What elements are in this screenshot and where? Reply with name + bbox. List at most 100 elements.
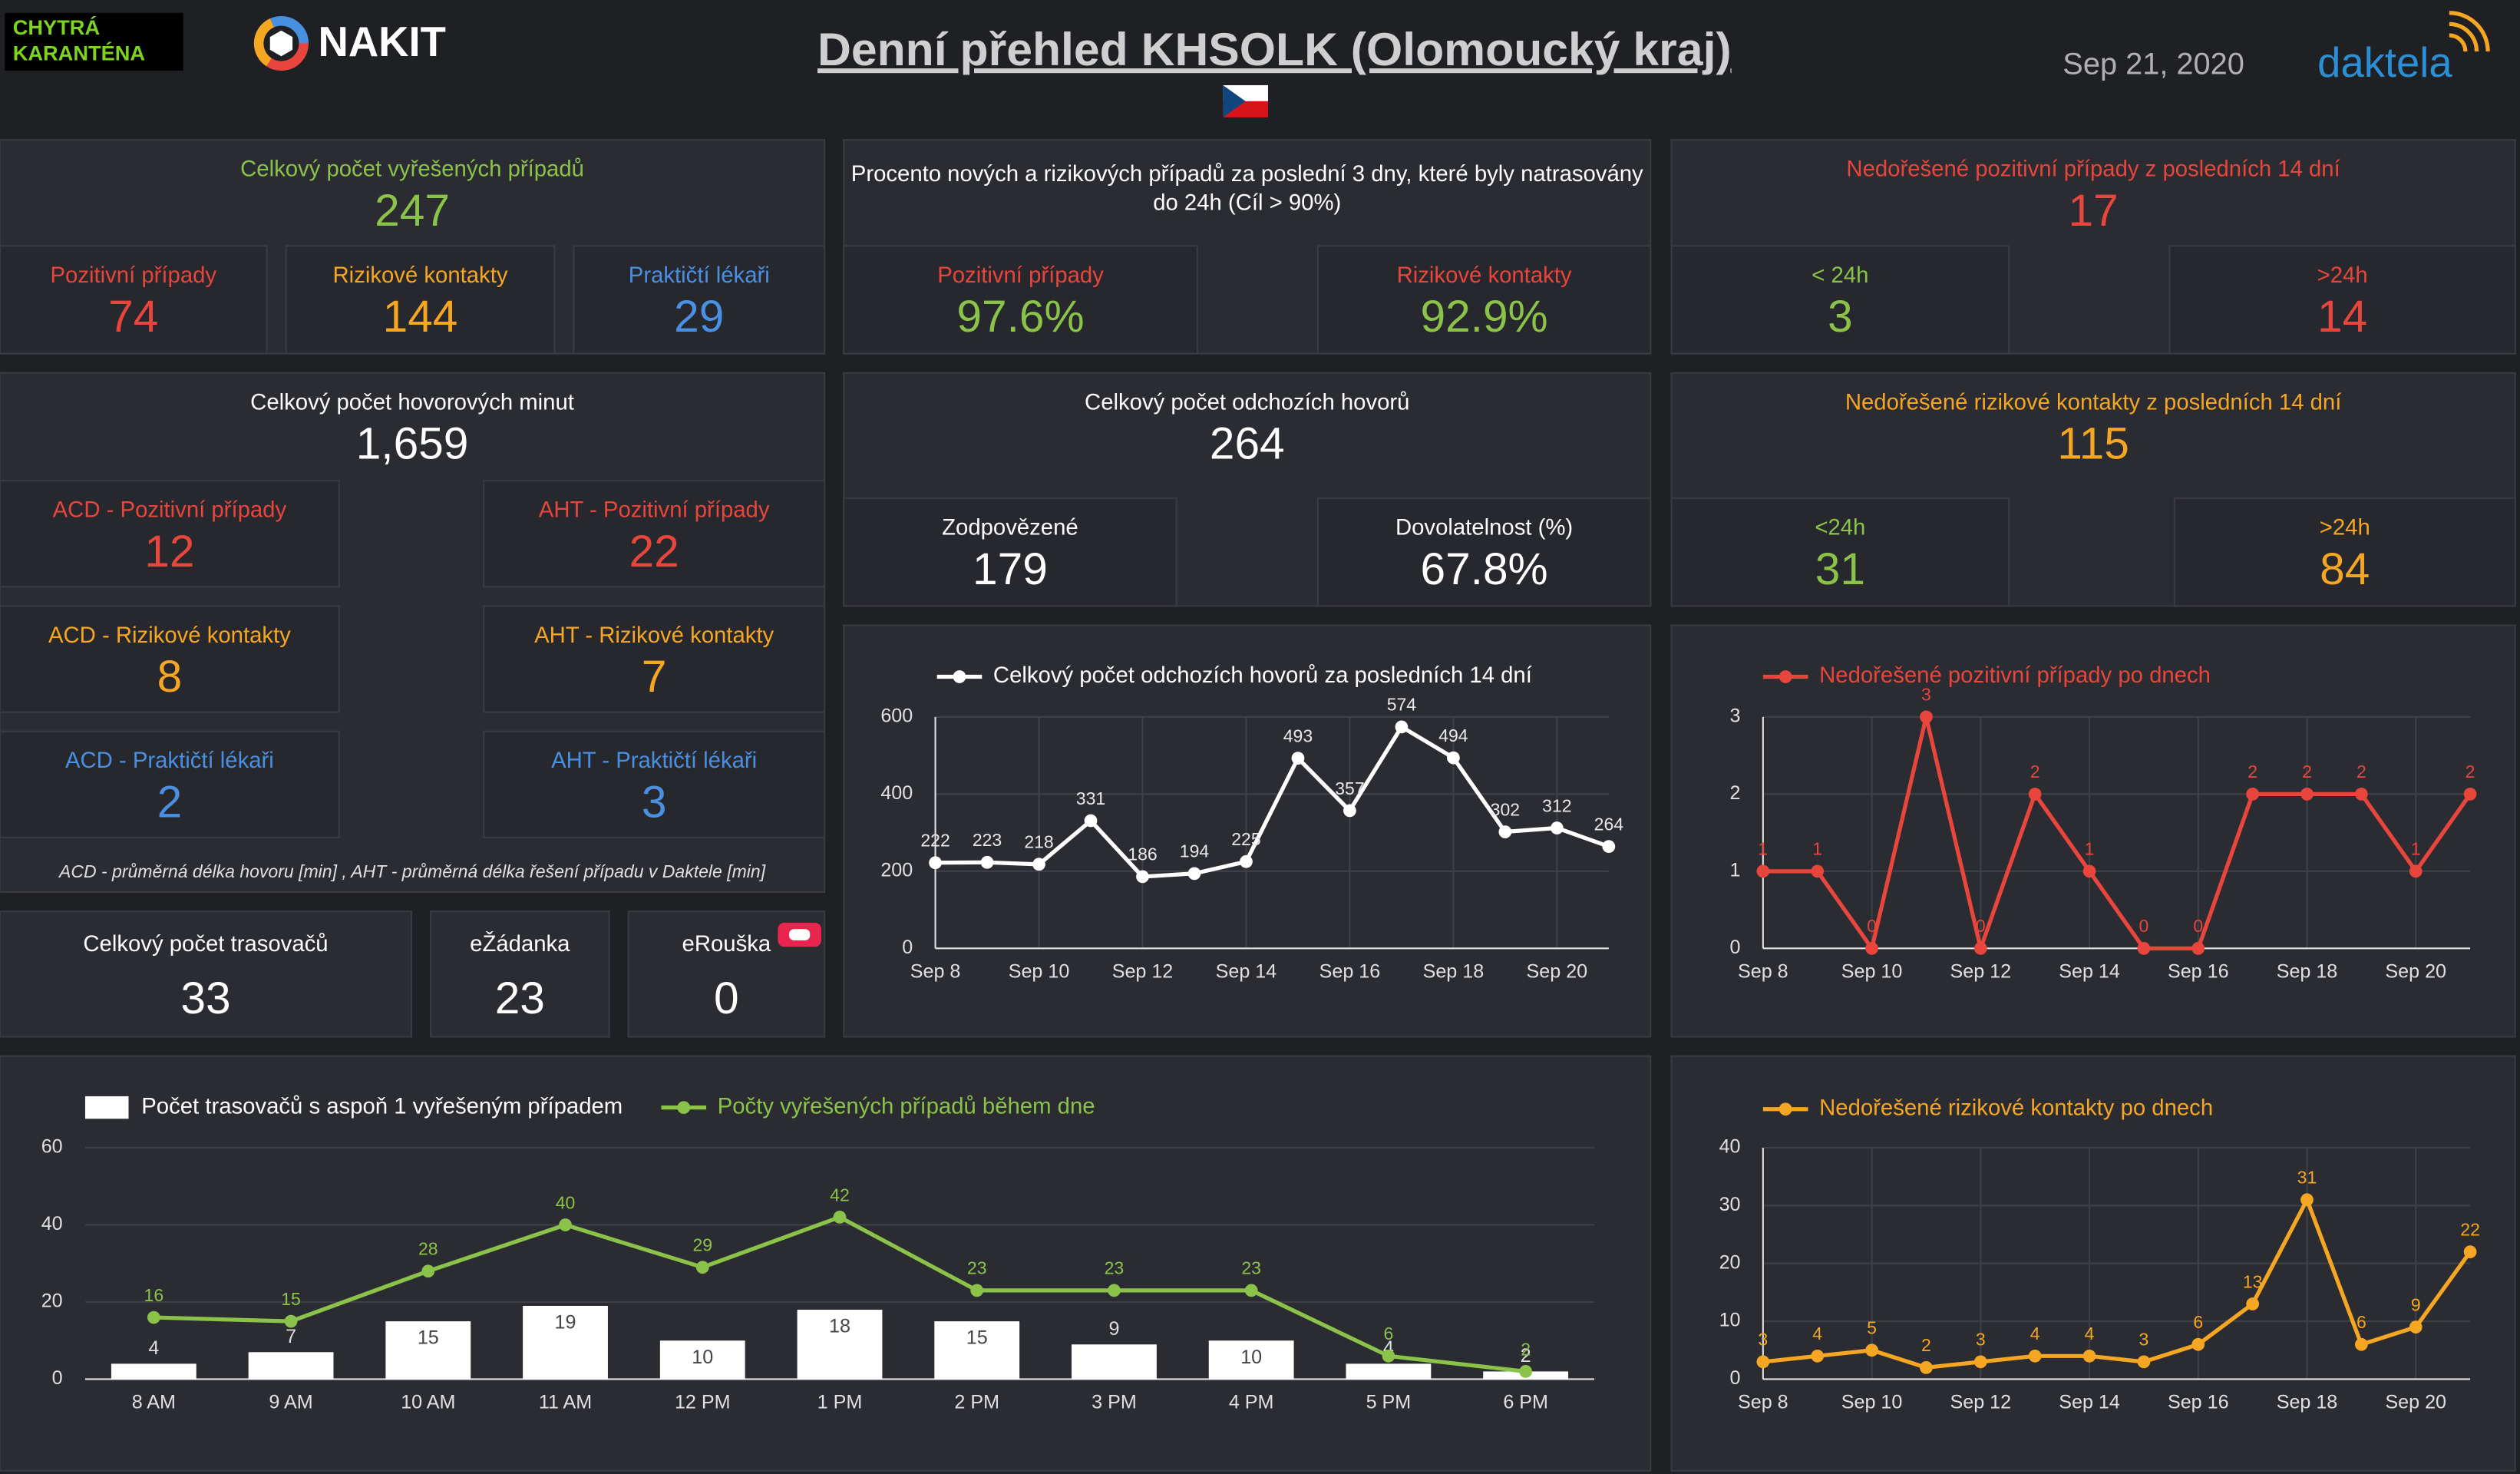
point xyxy=(1602,840,1616,854)
data-label: 22 xyxy=(2460,1219,2480,1239)
page-title: Denní přehled KHSOLK (Olomoucký kraj) xyxy=(817,23,1732,75)
point xyxy=(1187,867,1201,881)
kpi-value: 3 xyxy=(1828,292,1853,342)
kpi-value: 33 xyxy=(180,973,230,1023)
panel xyxy=(1670,624,2516,1038)
x-tick-label: Sep 18 xyxy=(2277,1392,2338,1413)
point xyxy=(1865,941,1878,955)
panel xyxy=(0,1055,1652,1472)
daktela-logo xyxy=(2449,11,2490,52)
panel-title: Celkový počet odchozích hovorů xyxy=(1085,389,1409,415)
panel-title: do 24h (Cíl > 90%) xyxy=(1153,190,1341,216)
x-tick-label: Sep 12 xyxy=(1950,960,2012,982)
x-tick-label: 8 AM xyxy=(132,1392,176,1413)
kpi-label: <24h xyxy=(1815,515,1865,540)
data-label: 3 xyxy=(1758,1330,1768,1350)
data-label: 218 xyxy=(1024,832,1053,852)
bar-label: 19 xyxy=(555,1312,576,1334)
kpi-value: 22 xyxy=(629,527,679,577)
x-tick-label: 9 AM xyxy=(269,1392,312,1413)
data-label: 2 xyxy=(1521,1339,1531,1359)
series-line xyxy=(1762,1198,2472,1370)
date: Sep 21, 2020 xyxy=(2063,47,2244,81)
point xyxy=(2028,787,2042,801)
panel-value: 115 xyxy=(2057,419,2129,469)
kpi-value: 74 xyxy=(108,292,158,342)
x-tick-label: Sep 14 xyxy=(2059,1392,2120,1413)
point xyxy=(1811,1349,1825,1363)
point xyxy=(2191,941,2205,955)
kpi-label: Rizikové kontakty xyxy=(1397,263,1572,288)
sub-panel xyxy=(430,911,610,1038)
kpi-label: eŽádanka xyxy=(470,931,570,957)
data-label: 1 xyxy=(2085,839,2095,859)
x-tick-label: 11 AM xyxy=(539,1392,592,1413)
y-tick-label: 0 xyxy=(1730,1367,1741,1389)
point xyxy=(2354,1337,2368,1351)
point xyxy=(929,856,942,870)
x-tick-label: 12 PM xyxy=(675,1392,731,1413)
data-label: 2 xyxy=(1921,1335,1931,1355)
kpi-label: Pozitivní případy xyxy=(50,263,216,288)
bar xyxy=(1346,1363,1432,1380)
bar xyxy=(385,1321,471,1380)
kpi-value: 67.8% xyxy=(1420,544,1547,594)
bar-label: 9 xyxy=(1108,1318,1119,1340)
x-tick-label: Sep 16 xyxy=(1319,960,1381,982)
data-label: 493 xyxy=(1283,725,1313,745)
data-label: 15 xyxy=(281,1289,301,1309)
y-tick-label: 200 xyxy=(880,859,913,881)
brand: NAKIT xyxy=(319,18,446,65)
sub-panel xyxy=(573,245,826,355)
sub-panel xyxy=(285,245,556,355)
point xyxy=(2137,941,2151,955)
data-label: 2 xyxy=(2302,762,2312,782)
y-tick-label: 0 xyxy=(1730,937,1741,958)
data-label: 2 xyxy=(2030,762,2040,782)
data-label: 574 xyxy=(1387,695,1417,715)
point xyxy=(421,1264,435,1278)
data-label: 3 xyxy=(2139,1330,2148,1350)
y-tick-label: 1 xyxy=(1730,859,1741,881)
point xyxy=(1136,870,1149,884)
panel-value: 247 xyxy=(375,186,450,236)
czech-flag xyxy=(1223,84,1268,117)
x-tick-label: Sep 14 xyxy=(2059,960,2120,982)
x-tick-label: Sep 10 xyxy=(1009,960,1070,982)
data-label: 264 xyxy=(1594,815,1624,834)
legend-swatch xyxy=(1779,670,1792,683)
point xyxy=(2300,1193,2314,1207)
data-label: 4 xyxy=(1812,1324,1822,1343)
data-label: 16 xyxy=(144,1285,164,1305)
data-label: 331 xyxy=(1076,788,1105,808)
sub-panel xyxy=(0,245,268,355)
point xyxy=(970,1284,984,1297)
panel-value: 17 xyxy=(2069,186,2119,236)
sub-panel xyxy=(483,479,826,588)
y-tick-label: 0 xyxy=(52,1367,63,1389)
point xyxy=(2137,1355,2151,1369)
data-label: 28 xyxy=(418,1239,438,1259)
bar-label: 18 xyxy=(829,1316,850,1337)
point xyxy=(833,1211,847,1224)
x-tick-label: Sep 18 xyxy=(2277,960,2338,982)
kpi-label: eRouška xyxy=(682,931,771,957)
point xyxy=(2246,787,2260,801)
point xyxy=(1865,1343,1878,1357)
point xyxy=(1382,1349,1395,1363)
bar-label: 10 xyxy=(1240,1347,1262,1368)
data-label: 223 xyxy=(973,830,1002,850)
kpi-label: Dovolatelnost (%) xyxy=(1395,515,1573,540)
sub-panel xyxy=(0,605,340,713)
point xyxy=(980,855,994,869)
sub-panel xyxy=(843,245,1198,355)
x-tick-label: Sep 8 xyxy=(1738,1392,1788,1413)
point xyxy=(1084,814,1098,828)
x-tick-label: Sep 8 xyxy=(910,960,961,982)
sub-panel xyxy=(1316,245,1652,355)
kpi-value: 3 xyxy=(642,777,667,827)
point xyxy=(1519,1365,1533,1378)
y-tick-label: 20 xyxy=(41,1291,63,1312)
